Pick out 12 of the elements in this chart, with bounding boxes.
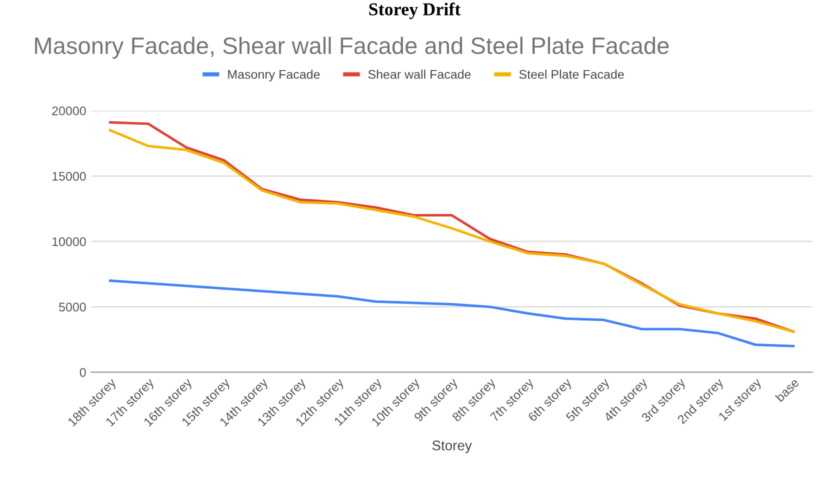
y-tick-label: 5000 <box>59 302 86 312</box>
y-tick-label: 10000 <box>52 237 86 246</box>
text: Storey Drift <box>369 2 461 20</box>
x-axis-title: Storey <box>432 440 472 454</box>
legend-label: Masonry Facade <box>228 70 320 82</box>
line-series <box>108 279 795 348</box>
chart-title: Masonry Facade, Shear wall Facade and Steel Plate Facade <box>35 36 669 59</box>
legend-label: Steel Plate Facade <box>519 70 624 79</box>
legend-label: Shear wall Facade <box>368 70 471 79</box>
y-tick-label: 20000 <box>52 106 86 116</box>
y-tick-label: 15000 <box>52 172 86 181</box>
y-tick-label: 0 <box>80 368 86 377</box>
